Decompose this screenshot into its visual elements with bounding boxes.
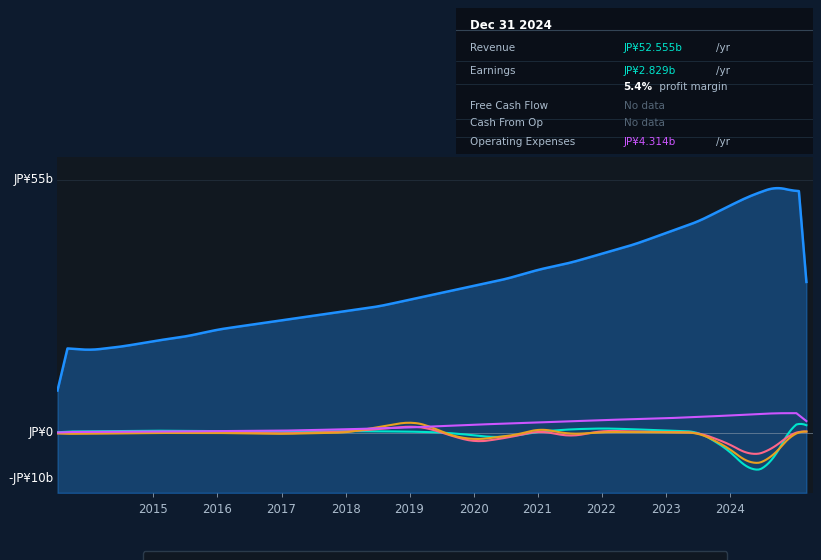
Text: JP¥2.829b: JP¥2.829b <box>623 66 676 76</box>
Text: Cash From Op: Cash From Op <box>470 118 543 128</box>
Text: JP¥0: JP¥0 <box>28 427 53 440</box>
Text: -JP¥10b: -JP¥10b <box>8 473 53 486</box>
Text: /yr: /yr <box>717 66 731 76</box>
Legend: Revenue, Earnings, Free Cash Flow, Cash From Op, Operating Expenses: Revenue, Earnings, Free Cash Flow, Cash … <box>143 552 727 560</box>
Text: JP¥4.314b: JP¥4.314b <box>623 137 676 147</box>
Text: Free Cash Flow: Free Cash Flow <box>470 101 548 111</box>
Text: profit margin: profit margin <box>656 82 727 92</box>
Text: No data: No data <box>623 101 664 111</box>
Text: Dec 31 2024: Dec 31 2024 <box>470 18 552 31</box>
Text: JP¥52.555b: JP¥52.555b <box>623 43 682 53</box>
Text: JP¥55b: JP¥55b <box>13 173 53 186</box>
Text: Operating Expenses: Operating Expenses <box>470 137 576 147</box>
Text: Earnings: Earnings <box>470 66 516 76</box>
Text: /yr: /yr <box>717 137 731 147</box>
Text: Revenue: Revenue <box>470 43 515 53</box>
Text: No data: No data <box>623 118 664 128</box>
Text: 5.4%: 5.4% <box>623 82 653 92</box>
Text: /yr: /yr <box>717 43 731 53</box>
